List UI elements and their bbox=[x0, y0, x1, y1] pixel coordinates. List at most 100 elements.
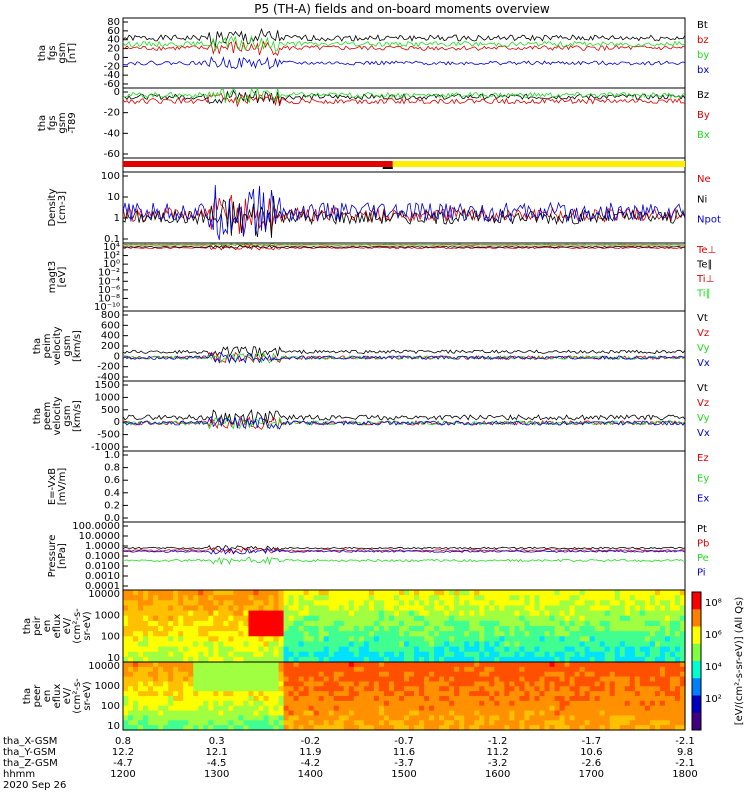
heatmap-cell bbox=[288, 671, 295, 678]
heatmap-cell bbox=[409, 656, 415, 663]
x-axis-row-label: hhmm bbox=[3, 769, 35, 780]
heatmap-cell bbox=[414, 666, 420, 673]
heatmap-cell bbox=[644, 626, 651, 632]
heatmap-cell bbox=[353, 700, 360, 707]
heatmap-cell bbox=[679, 681, 686, 687]
heatmap-cell bbox=[198, 710, 204, 717]
heatmap-cell bbox=[388, 646, 395, 653]
heatmap-cell bbox=[273, 691, 280, 697]
heatmap-cell bbox=[544, 615, 551, 622]
heatmap-cell bbox=[163, 600, 169, 607]
heatmap-cell bbox=[484, 610, 490, 617]
heatmap-cell bbox=[634, 656, 641, 663]
x-tick-label: 0.8 bbox=[115, 736, 131, 747]
y-axis-label: [cm-3] bbox=[57, 191, 68, 224]
heatmap-cell bbox=[143, 662, 149, 668]
heatmap-cell bbox=[148, 615, 154, 622]
heatmap-cell bbox=[178, 705, 184, 712]
heatmap-cell bbox=[328, 720, 335, 726]
heatmap-cell bbox=[218, 600, 224, 607]
heatmap-cell bbox=[599, 605, 606, 612]
heatmap-cell bbox=[248, 600, 255, 607]
heatmap-cell bbox=[614, 651, 621, 658]
heatmap-cell bbox=[609, 615, 616, 622]
y-tick-label: 10.0000 bbox=[79, 531, 120, 542]
heatmap-cell bbox=[153, 605, 159, 612]
heatmap-cell bbox=[128, 725, 134, 731]
colorbar-tick: 10⁸ bbox=[705, 598, 722, 609]
heatmap-cell bbox=[424, 715, 430, 721]
heatmap-cell bbox=[469, 725, 475, 731]
heatmap-cell bbox=[263, 720, 270, 726]
heatmap-cell bbox=[439, 656, 445, 663]
series-line-Ne bbox=[122, 194, 686, 235]
heatmap-cell bbox=[308, 620, 315, 627]
heatmap-cell bbox=[559, 696, 566, 702]
y-tick-label: -200 bbox=[97, 362, 120, 373]
heatmap-cell bbox=[474, 615, 480, 622]
heatmap-cell bbox=[629, 620, 636, 627]
heatmap-cell bbox=[589, 671, 596, 678]
heatmap-cell bbox=[368, 671, 375, 678]
heatmap-cell bbox=[203, 715, 209, 721]
heatmap-cell bbox=[474, 641, 480, 648]
heatmap-cell bbox=[218, 691, 224, 697]
heatmap-cell bbox=[519, 615, 526, 622]
heatmap-cell bbox=[288, 686, 295, 692]
heatmap-cell bbox=[353, 662, 360, 668]
heatmap-cell bbox=[624, 710, 631, 717]
heatmap-cell bbox=[153, 615, 159, 622]
heatmap-cell bbox=[163, 691, 169, 697]
heatmap-cell bbox=[253, 666, 260, 673]
heatmap-cell bbox=[639, 681, 646, 687]
heatmap-cell bbox=[549, 626, 556, 632]
heatmap-cell bbox=[133, 700, 139, 707]
heatmap-cell bbox=[148, 626, 154, 632]
heatmap-cell bbox=[574, 666, 581, 673]
heatmap-cell bbox=[198, 720, 204, 726]
heatmap-cell bbox=[534, 705, 541, 712]
heatmap-cell bbox=[308, 700, 315, 707]
heatmap-cell bbox=[193, 600, 199, 607]
y-tick-label: 20 bbox=[107, 44, 120, 55]
legend-Vt: Vt bbox=[697, 383, 708, 394]
heatmap-cell bbox=[634, 725, 641, 731]
heatmap-cell bbox=[388, 600, 395, 607]
heatmap-cell bbox=[268, 686, 275, 692]
y-axis-label: tha bbox=[37, 115, 48, 131]
heatmap-cell bbox=[248, 641, 255, 648]
heatmap-cell bbox=[248, 626, 255, 632]
heatmap-cell bbox=[539, 636, 546, 643]
heatmap-cell bbox=[293, 705, 300, 712]
heatmap-cell bbox=[649, 676, 656, 683]
heatmap-cell bbox=[449, 720, 455, 726]
heatmap-cell bbox=[188, 725, 194, 731]
heatmap-cell bbox=[649, 641, 656, 648]
heatmap-cell bbox=[474, 651, 480, 658]
heatmap-cell bbox=[624, 725, 631, 731]
heatmap-cell bbox=[404, 686, 410, 692]
heatmap-cell bbox=[554, 610, 561, 617]
heatmap-cell bbox=[534, 610, 541, 617]
heatmap-cell bbox=[624, 691, 631, 697]
heatmap-cell bbox=[323, 671, 330, 678]
heatmap-cell bbox=[524, 641, 531, 648]
heatmap-cell bbox=[499, 641, 505, 648]
heatmap-cell bbox=[258, 662, 265, 668]
y-tick-label: 10⁻⁸ bbox=[98, 293, 120, 304]
heatmap-cell bbox=[564, 626, 571, 632]
heatmap-cell bbox=[393, 666, 400, 673]
heatmap-cell bbox=[509, 620, 515, 627]
heatmap-cell bbox=[489, 600, 495, 607]
heatmap-cell bbox=[429, 651, 435, 658]
heatmap-cell bbox=[268, 646, 275, 653]
heatmap-cell bbox=[589, 626, 596, 632]
heatmap-cell bbox=[559, 715, 566, 721]
y-axis-label: sr-eV) bbox=[82, 681, 93, 710]
y-axis-label: en bbox=[42, 690, 53, 703]
heatmap-cell bbox=[193, 666, 199, 673]
heatmap-cell bbox=[333, 615, 340, 622]
heatmap-cell bbox=[529, 715, 536, 721]
x-tick-label: -1.7 bbox=[582, 736, 602, 747]
heatmap-cell bbox=[509, 725, 515, 731]
